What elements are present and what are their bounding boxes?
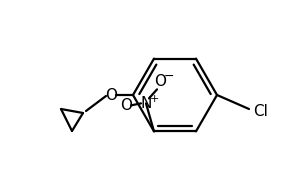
Text: +: +: [149, 94, 159, 104]
Text: O: O: [120, 98, 132, 113]
Text: Cl: Cl: [253, 103, 268, 119]
Text: O: O: [154, 74, 166, 89]
Text: N: N: [140, 96, 152, 111]
Text: −: −: [164, 70, 174, 83]
Text: O: O: [105, 88, 117, 102]
